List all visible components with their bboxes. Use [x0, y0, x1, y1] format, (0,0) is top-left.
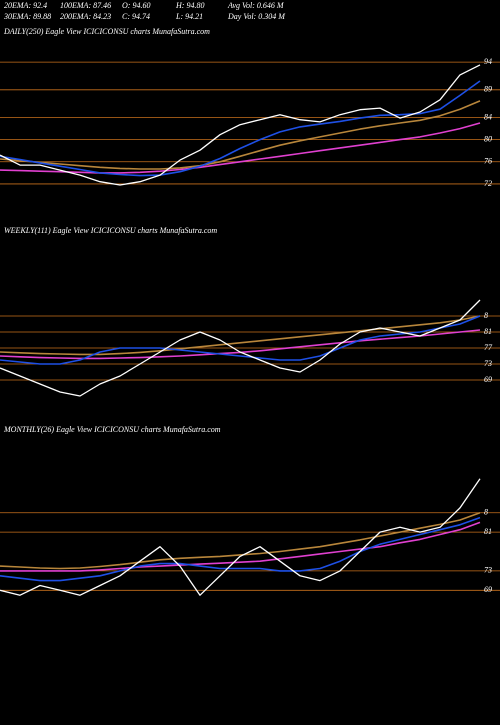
- header-stat: L: 94.21: [175, 12, 203, 21]
- y-tick-label: 72: [484, 179, 492, 188]
- header-stat: O: 94.60: [122, 1, 150, 10]
- price-line: [0, 299, 481, 397]
- header-stat: C: 94.74: [122, 12, 150, 21]
- panel-title: WEEKLY(111) Eagle View ICICICONSU charts…: [4, 226, 217, 235]
- price-line: [0, 315, 481, 365]
- y-tick-label: 8: [484, 311, 488, 320]
- price-line: [0, 122, 481, 174]
- y-tick-label: 76: [484, 157, 492, 166]
- y-tick-label: 69: [484, 585, 492, 594]
- price-line: [0, 64, 481, 186]
- price-line: [0, 100, 481, 170]
- y-tick-label: 81: [484, 527, 492, 536]
- y-tick-label: 73: [484, 359, 492, 368]
- y-tick-label: 77: [484, 343, 493, 352]
- price-line: [0, 521, 481, 572]
- price-line: [0, 516, 481, 582]
- header-stat: 30EMA: 89.88: [3, 12, 51, 21]
- header-stat: 100EMA: 87.46: [60, 1, 111, 10]
- header-stat: Day Vol: 0.304 M: [227, 12, 286, 21]
- y-tick-label: 81: [484, 327, 492, 336]
- header-stat: 20EMA: 92.4: [4, 1, 47, 10]
- y-tick-label: 80: [484, 134, 492, 143]
- price-line: [0, 315, 481, 356]
- price-line: [0, 511, 481, 570]
- panel-title: MONTHLY(26) Eagle View ICICICONSU charts…: [3, 425, 221, 434]
- panel-title: DAILY(250) Eagle View ICICICONSU charts …: [3, 27, 210, 36]
- header-stat: 200EMA: 84.23: [60, 12, 111, 21]
- header-stat: Avg Vol: 0.646 M: [227, 1, 285, 10]
- y-tick-label: 94: [484, 57, 492, 66]
- y-tick-label: 73: [484, 566, 492, 575]
- y-tick-label: 89: [484, 85, 492, 94]
- price-line: [0, 80, 481, 177]
- price-line: [0, 478, 481, 596]
- header-stat: H: 94.80: [175, 1, 204, 10]
- y-tick-label: 84: [484, 112, 492, 121]
- y-tick-label: 8: [484, 508, 488, 517]
- y-tick-label: 69: [484, 375, 492, 384]
